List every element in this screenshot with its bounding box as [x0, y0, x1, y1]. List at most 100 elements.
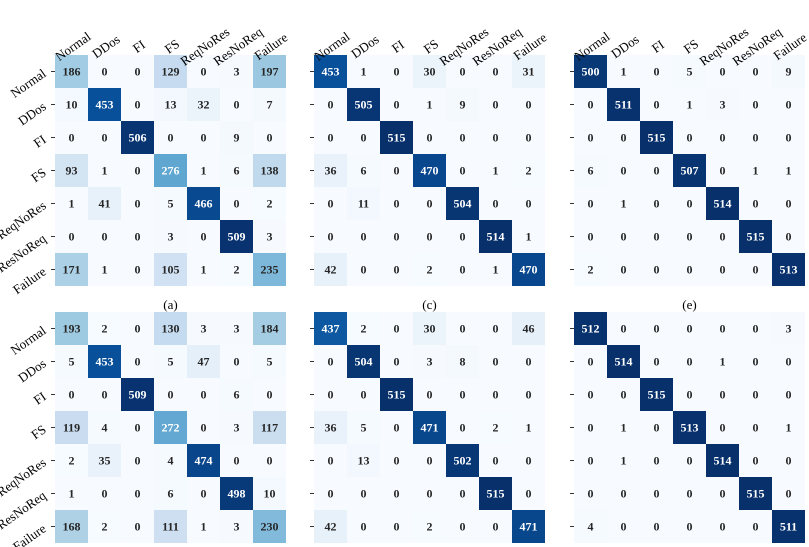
cell-value-label: 0: [526, 454, 532, 468]
cell-value-label: 0: [687, 487, 693, 501]
heatmap-cell: [574, 411, 607, 444]
cell-value-label: 0: [786, 454, 792, 468]
heatmap-cell: [55, 121, 88, 154]
heatmap-cell: [347, 88, 380, 121]
cell-value-label: 500: [582, 65, 600, 79]
heatmap-cell: [607, 220, 640, 253]
cell-value-label: 0: [460, 421, 466, 435]
cell-value-label: 0: [394, 421, 400, 435]
cell-value-label: 0: [361, 131, 367, 145]
cell-value-label: 512: [582, 322, 600, 336]
heatmap-cell: [55, 55, 88, 88]
cell-value-label: 2: [69, 454, 75, 468]
cell-value-label: 0: [588, 454, 594, 468]
heatmap-cell: [413, 253, 446, 286]
heatmap-cell: [253, 88, 286, 121]
heatmap-cell: [479, 510, 512, 543]
cell-value-label: 1: [786, 164, 792, 178]
heatmap-cell: [55, 88, 88, 121]
cell-value-label: 0: [687, 322, 693, 336]
cell-value-label: 471: [421, 421, 439, 435]
cell-value-label: 0: [201, 65, 207, 79]
heatmap-cell: [253, 477, 286, 510]
heatmap-cell: [413, 345, 446, 378]
cell-value-label: 1: [201, 263, 207, 277]
heatmap-cell: [314, 88, 347, 121]
cell-value-label: 0: [69, 131, 75, 145]
heatmap-cell: [772, 253, 805, 286]
cell-value-label: 0: [588, 131, 594, 145]
cell-value-label: 0: [621, 487, 627, 501]
heatmap-cell: [55, 444, 88, 477]
cell-value-label: 9: [234, 131, 240, 145]
cell-value-label: 0: [753, 322, 759, 336]
cell-value-label: 129: [162, 65, 180, 79]
heatmap-cell: [380, 121, 413, 154]
cell-value-label: 0: [427, 487, 433, 501]
cell-value-label: 0: [654, 355, 660, 369]
cell-value-label: 0: [135, 421, 141, 435]
cell-value-label: 0: [328, 487, 334, 501]
heatmap-cell: [607, 477, 640, 510]
heatmap-cell: [706, 253, 739, 286]
heatmap-cell: [380, 55, 413, 88]
heatmap-cell: [673, 444, 706, 477]
cell-value-label: 1: [621, 65, 627, 79]
cell-value-label: 514: [714, 197, 732, 211]
cell-value-label: 2: [234, 263, 240, 277]
cell-value-label: 0: [427, 131, 433, 145]
cell-value-label: 1: [621, 197, 627, 211]
heatmap-cell: [380, 477, 413, 510]
confusion-matrix-2: 453 1 0 30 0 0 31 0 505 0 1 9 0 0 0 0 515 0 0 0 0 36 6 0 470 0 1 2 0…: [310, 24, 549, 312]
cell-value-label: 5: [361, 421, 367, 435]
cell-value-label: 509: [129, 388, 147, 402]
cell-value-label: 0: [720, 421, 726, 435]
heatmap-cell: [607, 55, 640, 88]
cell-value-label: 6: [168, 487, 174, 501]
heatmap-cell: [739, 220, 772, 253]
heatmap-cell: [574, 378, 607, 411]
cell-value-label: 47: [198, 355, 210, 369]
cell-value-label: 184: [261, 322, 279, 336]
heatmap-cell: [314, 312, 347, 345]
heatmap-cell: [380, 510, 413, 543]
heatmap-cell: [446, 187, 479, 220]
heatmap-cell: [706, 378, 739, 411]
cell-value-label: 453: [96, 355, 114, 369]
cell-value-label: 6: [234, 388, 240, 402]
cell-value-label: 0: [621, 322, 627, 336]
heatmap-cell: [220, 345, 253, 378]
heatmap-cell: [739, 312, 772, 345]
heatmap-cell: [88, 378, 121, 411]
cell-value-label: 105: [162, 263, 180, 277]
heatmap-cell: [479, 55, 512, 88]
heatmap-cell: [574, 312, 607, 345]
heatmap-cell: [121, 444, 154, 477]
cell-value-label: 9: [786, 65, 792, 79]
heatmap-cell: [347, 477, 380, 510]
cell-value-label: 0: [654, 197, 660, 211]
cell-value-label: 0: [69, 388, 75, 402]
cell-value-label: 0: [69, 230, 75, 244]
cell-value-label: 2: [588, 263, 594, 277]
cell-value-label: 515: [487, 487, 505, 501]
cell-value-label: 0: [394, 65, 400, 79]
heatmap-cell: [347, 187, 380, 220]
heatmap-cell: [673, 411, 706, 444]
heatmap-cell: [413, 312, 446, 345]
heatmap-cell: [706, 312, 739, 345]
cell-value-label: 1: [621, 421, 627, 435]
cell-value-label: 35: [99, 454, 111, 468]
heatmap-cell: [88, 444, 121, 477]
heatmap-cell: [187, 411, 220, 444]
cell-value-label: 506: [129, 131, 147, 145]
heatmap-cell: [88, 121, 121, 154]
cell-value-label: 3: [786, 322, 792, 336]
heatmap-cell: [220, 253, 253, 286]
heatmap-cell: [772, 187, 805, 220]
heatmap-cell: [673, 345, 706, 378]
heatmap-cell: [640, 121, 673, 154]
heatmap-cell: [380, 187, 413, 220]
heatmap-cell: [121, 154, 154, 187]
heatmap-cell: [347, 312, 380, 345]
